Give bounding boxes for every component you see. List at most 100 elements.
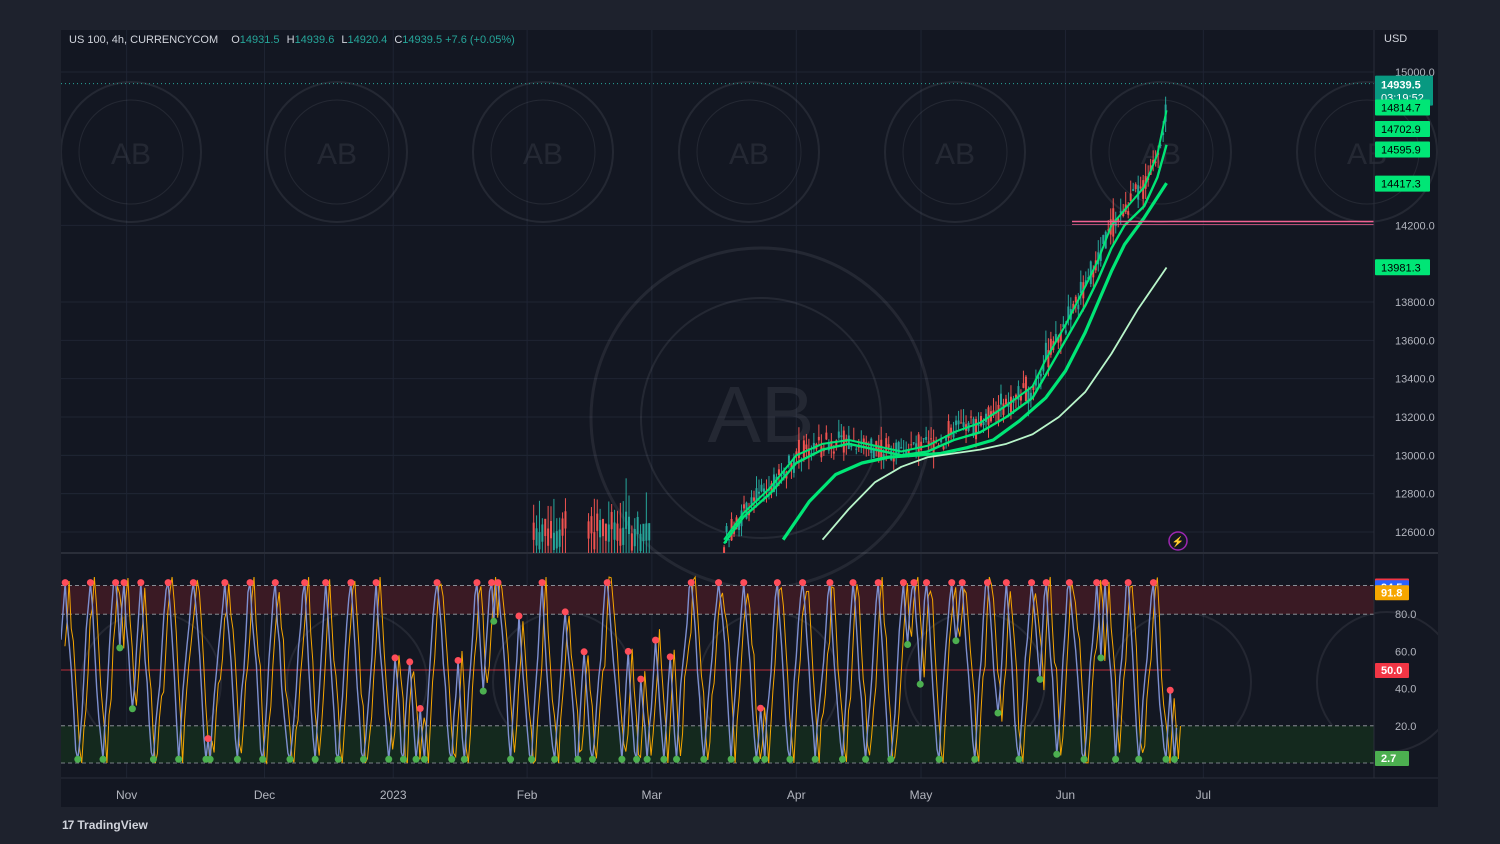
candles <box>532 96 1167 553</box>
osc-signal-dot <box>99 755 107 763</box>
candle-body <box>1129 193 1132 201</box>
price-tick-label: 12600.0 <box>1395 527 1435 539</box>
osc-signal-dot <box>128 705 136 713</box>
candle-body <box>847 435 850 449</box>
candle-body <box>802 440 805 458</box>
candle-body <box>962 422 965 427</box>
osc-signal-dot <box>1166 686 1174 694</box>
candle-body <box>1074 296 1077 303</box>
candle-body <box>1004 398 1007 405</box>
candle-body <box>1014 394 1017 398</box>
candle-body <box>905 449 908 454</box>
candle-body <box>757 491 760 494</box>
candle-body <box>558 529 561 547</box>
candle-body <box>587 521 590 539</box>
watermark-seal <box>61 81 202 223</box>
gridlines <box>61 30 1374 778</box>
candle-body <box>610 511 613 530</box>
osc-signal-dot <box>120 579 128 587</box>
candle-body <box>1049 338 1052 355</box>
candle-body <box>977 424 980 427</box>
watermark-ring-large <box>640 297 882 539</box>
oscillator-pane <box>61 575 1374 765</box>
candle-body <box>760 484 763 492</box>
osc-tick-label: 40.0 <box>1395 684 1416 696</box>
osc-signal-dot <box>416 705 424 713</box>
low-label: L <box>341 34 348 46</box>
time-tick-label: Dec <box>254 788 275 802</box>
osc-signal-dot <box>391 654 399 662</box>
chart-frame[interactable]: AB AB AB AB AB AB AB AB ⚡ 15000.0 14200.0 13800.0 13… <box>61 30 1438 807</box>
candle-body <box>960 422 963 424</box>
osc-value-label: 50.0 <box>1381 665 1402 677</box>
time-tick-label: Jun <box>1056 788 1075 802</box>
symbol-name: US 100, 4h, CURRENCYCOM <box>69 34 219 46</box>
oversold-zone <box>61 725 1374 763</box>
candle-body <box>762 488 765 492</box>
osc-value-label: 91.8 <box>1381 587 1402 599</box>
osc-signal-dot <box>112 579 120 587</box>
candle-body <box>1009 396 1012 413</box>
osc-signal-dot <box>687 579 695 587</box>
watermark-ring <box>696 99 802 205</box>
candle-body <box>1119 210 1122 214</box>
candle-body <box>1089 261 1092 285</box>
candle-body <box>837 431 840 438</box>
osc-signal-dot <box>1101 579 1109 587</box>
osc-signal-dot <box>406 658 414 666</box>
osc-signal-dot <box>700 755 708 763</box>
osc-signal-dot <box>246 579 254 587</box>
candle-body <box>1054 334 1057 342</box>
candle-body <box>541 524 544 542</box>
candle-body <box>910 444 913 446</box>
candle-body <box>1042 364 1045 372</box>
osc-signal-dot <box>773 579 781 587</box>
symbol-header: US 100, 4h, CURRENCYCOM O14931.5 H14939.… <box>69 34 515 46</box>
osc-signal-dot <box>528 755 536 763</box>
osc-value-tag <box>1375 750 1409 766</box>
osc-signal-dot <box>811 755 819 763</box>
chart-canvas[interactable]: AB AB AB AB AB AB ABAB⚡15000.014200.013800.013… <box>61 30 1438 807</box>
candle-body <box>997 404 1000 423</box>
candle-body <box>812 442 815 450</box>
osc-signal-dot <box>515 612 523 620</box>
currency-label[interactable]: USD <box>1384 33 1408 45</box>
osc-signal-dot <box>86 579 94 587</box>
osc-signal-dot <box>994 709 1002 717</box>
osc-signal-dot <box>385 755 393 763</box>
osc-value-tag <box>1375 585 1409 601</box>
time-tick-label: 2023 <box>380 788 407 802</box>
candle-body <box>547 528 550 546</box>
osc-signal-dot <box>799 579 807 587</box>
candle-body <box>830 440 833 450</box>
candle-body <box>607 524 610 542</box>
osc-main-line <box>61 579 1178 762</box>
tradingview-logo[interactable]: 17 TradingView <box>62 818 148 832</box>
watermark-seal <box>472 81 614 223</box>
candle-body <box>1059 332 1062 342</box>
osc-signal-dot <box>116 644 124 652</box>
candle-body <box>775 476 778 487</box>
candle-body <box>980 415 983 426</box>
price-tick-label: 13400.0 <box>1395 374 1435 386</box>
candle-body <box>1039 373 1042 377</box>
osc-value-label: 2.7 <box>1381 753 1396 765</box>
osc-signal-dot <box>490 617 498 625</box>
candle-body <box>1139 186 1142 189</box>
candle-body <box>790 463 793 470</box>
osc-signal-dot <box>454 656 462 664</box>
osc-signal-dot <box>727 755 735 763</box>
ema-price-tag <box>1375 99 1430 116</box>
candle-body <box>882 454 885 457</box>
osc-signal-dot <box>916 680 924 688</box>
watermark-mark: AB <box>111 138 151 171</box>
time-tick-label: Apr <box>787 788 806 802</box>
osc-signal-dot <box>473 579 481 587</box>
candle-body <box>1062 324 1065 327</box>
osc-signal-dot <box>189 579 197 587</box>
candle-body <box>925 436 928 440</box>
candle-body <box>633 528 636 547</box>
osc-signal-dot <box>826 579 834 587</box>
candle-body <box>1162 132 1165 135</box>
